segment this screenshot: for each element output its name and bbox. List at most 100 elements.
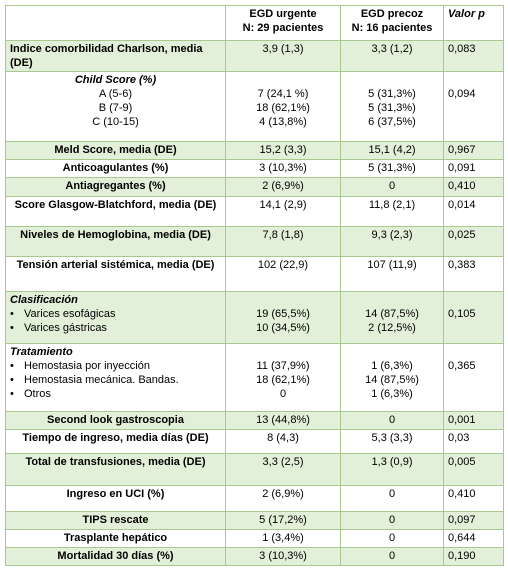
row-label: Anticoagulantes (%)	[5, 159, 226, 178]
value-line: 18 (62,1%)	[256, 374, 310, 386]
value-cell: 3,3 (2,5)	[225, 453, 341, 486]
row-label: Score Glasgow-Blatchford, media (DE)	[5, 196, 226, 227]
header-line: N: 29 pacientes	[242, 22, 324, 34]
value-cell: 2 (6,9%)	[225, 485, 341, 512]
p-value: 0,644	[443, 529, 504, 548]
row-label: Meld Score, media (DE)	[5, 141, 226, 160]
value-line: 2 (12,5%)	[368, 322, 416, 334]
value-cell: 15,1 (4,2)	[340, 141, 444, 160]
p-value: 0,365	[443, 343, 504, 412]
table-row: Score Glasgow-Blatchford, media (DE) 14,1…	[5, 196, 504, 227]
results-table: EGD urgente N: 29 pacientes EGD precoz N: 1…	[5, 5, 504, 566]
value-cell: 0	[340, 177, 444, 197]
p-value: 0,014	[443, 196, 504, 227]
value-cell: 1 (6,3%) 14 (87,5%) 1 (6,3%)	[340, 343, 444, 412]
value-cell: 3 (10,3%)	[225, 159, 341, 178]
row-label: Mortalidad 30 días (%)	[5, 547, 226, 566]
group-item: Varices esofágicas	[10, 307, 221, 321]
p-value: 0,410	[443, 485, 504, 512]
header-cell: EGD precoz N: 16 pacientes	[340, 5, 444, 41]
table-row: TratamientoHemostasia por inyecciónHemos…	[5, 343, 504, 412]
header-cell: Valor p	[443, 5, 504, 41]
table-row: Tensión arterial sistémica, media (DE) 10…	[5, 256, 504, 292]
header-line: EGD precoz	[360, 8, 424, 20]
value-cell: 0	[340, 529, 444, 548]
p-value: 0,03	[443, 429, 504, 454]
row-label: Niveles de Hemoglobina, media (DE)	[5, 226, 226, 257]
value-line: 0	[279, 388, 287, 400]
p-text: 0,644	[448, 532, 476, 544]
value-line: 10 (34,5%)	[256, 322, 310, 334]
p-value: 0,383	[443, 256, 504, 292]
row-label: Antiagregantes (%)	[5, 177, 226, 197]
value-cell: 19 (65,5%) 10 (34,5%)	[225, 291, 341, 344]
value-cell: 5 (17,2%)	[225, 511, 341, 530]
spacer	[345, 293, 439, 307]
value-cell: 2 (6,9%)	[225, 177, 341, 197]
value-cell: 11 (37,9%) 18 (62,1%) 0	[225, 343, 341, 412]
group-item: Varices gástricas	[10, 321, 221, 335]
table-row: Second look gastroscopia 13 (44,8%) 0 0,001	[5, 411, 504, 430]
row-label: Trasplante hepático	[5, 529, 226, 548]
p-text: 0,014	[448, 199, 476, 211]
table-row: TIPS rescate 5 (17,2%) 0 0,097	[5, 511, 504, 530]
p-value: 0,105	[443, 291, 504, 344]
p-text: 0,410	[448, 488, 476, 500]
value-cell: 0	[340, 485, 444, 512]
header-line: EGD urgente	[249, 8, 317, 20]
value-cell: 0	[340, 511, 444, 530]
spacer	[448, 73, 499, 87]
table-row: Tiempo de ingreso, media días (DE) 8 (4,3…	[5, 429, 504, 454]
value-cell: 3,9 (1,3)	[225, 40, 341, 72]
header-cell: EGD urgente N: 29 pacientes	[225, 5, 341, 41]
row-label: TratamientoHemostasia por inyecciónHemos…	[5, 343, 226, 412]
row-label: Child Score (%) A (5-6) B (7-9) C (10-15)	[5, 71, 226, 142]
table-row: Total de transfusiones, media (DE) 3,3 (2…	[5, 453, 504, 486]
value-cell: 7 (24,1 %) 18 (62,1%) 4 (13,8%)	[225, 71, 341, 142]
value-cell: 102 (22,9)	[225, 256, 341, 292]
group-item: Hemostasia mecánica. Bandas.	[10, 373, 221, 387]
row-label: ClasificaciónVarices esofágicasVarices g…	[5, 291, 226, 344]
value-line: 11 (37,9%)	[256, 360, 310, 372]
spacer	[230, 73, 336, 87]
p-text: 0,105	[448, 308, 476, 320]
p-text: 0,097	[448, 514, 476, 526]
p-value: 0,097	[443, 511, 504, 530]
group-item: Otros	[10, 387, 221, 401]
value-cell: 13 (44,8%)	[225, 411, 341, 430]
value-cell: 5 (31,3%) 5 (31,3%) 6 (37,5%)	[340, 71, 444, 142]
value-cell: 1,3 (0,9)	[340, 453, 444, 486]
value-cell: 107 (11,9)	[340, 256, 444, 292]
value-line: 18 (62,1%)	[256, 102, 310, 114]
p-value: 0,410	[443, 177, 504, 197]
value-cell: 0	[340, 547, 444, 566]
p-value: 0,967	[443, 141, 504, 160]
spacer	[448, 345, 499, 359]
value-line: 1 (6,3%)	[371, 360, 413, 372]
spacer	[230, 345, 336, 359]
header-row: EGD urgente N: 29 pacientes EGD precoz N: 1…	[5, 5, 504, 41]
table-row: Mortalidad 30 días (%) 3 (10,3%) 0 0,190	[5, 547, 504, 566]
header-line: N: 16 pacientes	[351, 22, 433, 34]
table-row: Ingreso en UCI (%) 2 (6,9%) 0 0,410	[5, 485, 504, 512]
p-value: 0,094	[443, 71, 504, 142]
spacer	[448, 293, 499, 307]
value-cell: 11,8 (2,1)	[340, 196, 444, 227]
row-label: Total de transfusiones, media (DE)	[5, 453, 226, 486]
row-label: Tensión arterial sistémica, media (DE)	[5, 256, 226, 292]
row-label: Ingreso en UCI (%)	[5, 485, 226, 512]
group-title: Tratamiento	[10, 346, 73, 358]
group-item: A (5-6)	[98, 88, 132, 100]
p-text: 0,083	[448, 43, 476, 55]
p-text: 0,001	[448, 414, 476, 426]
table-row: Antiagregantes (%) 2 (6,9%) 0 0,410	[5, 177, 504, 197]
p-value: 0,005	[443, 453, 504, 486]
value-line: 14 (87,5%)	[365, 374, 419, 386]
p-text: 0,383	[448, 259, 476, 271]
group-item: Hemostasia por inyección	[10, 359, 221, 373]
table-row: Niveles de Hemoglobina, media (DE) 7,8 (1…	[5, 226, 504, 257]
group-item: C (10-15)	[92, 116, 139, 128]
table-row: Child Score (%) A (5-6) B (7-9) C (10-15) 7 …	[5, 71, 504, 142]
p-text: 0,03	[448, 432, 470, 444]
